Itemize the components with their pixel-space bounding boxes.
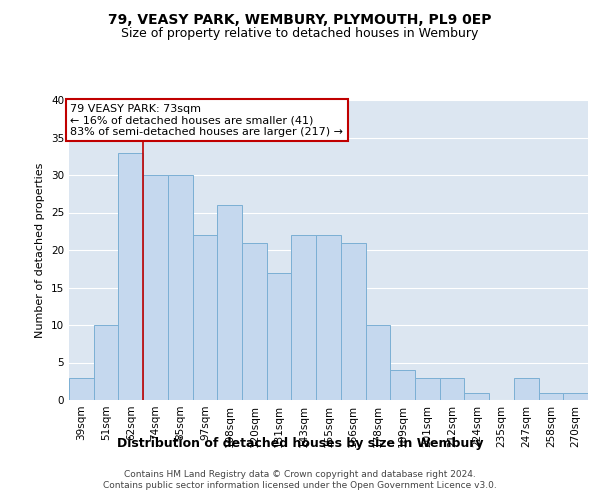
Text: Contains HM Land Registry data © Crown copyright and database right 2024.: Contains HM Land Registry data © Crown c… <box>124 470 476 479</box>
Bar <box>143 175 168 400</box>
Bar <box>440 378 464 400</box>
Text: 79, VEASY PARK, WEMBURY, PLYMOUTH, PL9 0EP: 79, VEASY PARK, WEMBURY, PLYMOUTH, PL9 0… <box>108 12 492 26</box>
Bar <box>193 235 217 400</box>
Bar <box>217 205 242 400</box>
Bar <box>415 378 440 400</box>
Bar <box>464 392 489 400</box>
Bar <box>118 152 143 400</box>
Bar <box>168 175 193 400</box>
Bar <box>365 325 390 400</box>
Bar <box>390 370 415 400</box>
Bar <box>242 242 267 400</box>
Bar <box>316 235 341 400</box>
Text: 79 VEASY PARK: 73sqm
← 16% of detached houses are smaller (41)
83% of semi-detac: 79 VEASY PARK: 73sqm ← 16% of detached h… <box>70 104 343 137</box>
Bar <box>292 235 316 400</box>
Bar <box>94 325 118 400</box>
Text: Size of property relative to detached houses in Wembury: Size of property relative to detached ho… <box>121 28 479 40</box>
Bar <box>514 378 539 400</box>
Bar <box>69 378 94 400</box>
Text: Distribution of detached houses by size in Wembury: Distribution of detached houses by size … <box>117 438 483 450</box>
Y-axis label: Number of detached properties: Number of detached properties <box>35 162 46 338</box>
Text: Contains public sector information licensed under the Open Government Licence v3: Contains public sector information licen… <box>103 481 497 490</box>
Bar <box>267 272 292 400</box>
Bar <box>341 242 365 400</box>
Bar <box>563 392 588 400</box>
Bar <box>539 392 563 400</box>
